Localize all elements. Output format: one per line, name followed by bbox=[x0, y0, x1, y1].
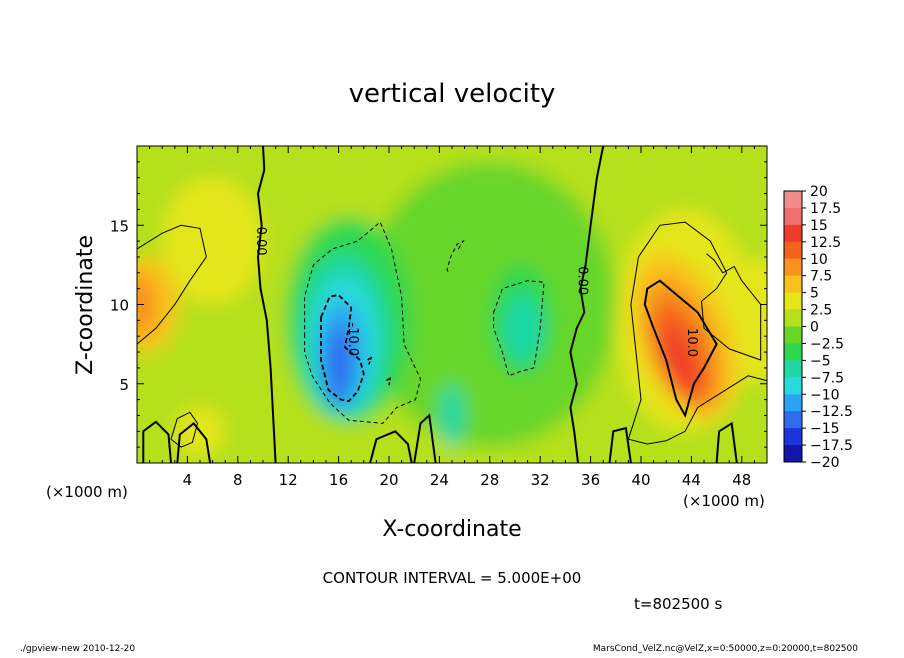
x-tick-label: 32 bbox=[531, 471, 550, 489]
colorbar-label: −20 bbox=[810, 455, 840, 471]
colorbar-segment bbox=[784, 377, 802, 395]
colorbar-label: 2.5 bbox=[810, 303, 832, 319]
contour-minus5-small bbox=[446, 239, 465, 275]
colorbar-segment bbox=[784, 224, 802, 243]
colorbar-segment bbox=[784, 275, 802, 294]
field-downdraft-core bbox=[326, 326, 352, 403]
colorbar-segment bbox=[784, 292, 802, 311]
contour-plus5-bottom bbox=[170, 411, 199, 448]
field-downdraft3 bbox=[439, 383, 465, 448]
contour-zero-bottom-4 bbox=[413, 413, 437, 463]
colorbar-segment bbox=[784, 445, 802, 463]
colorbar-segment bbox=[784, 360, 802, 378]
x-tick-label: 48 bbox=[732, 471, 751, 489]
field-updraft-left-core bbox=[137, 272, 156, 337]
contour-plus10 bbox=[643, 279, 718, 419]
contour-label-1: 0.00 bbox=[253, 227, 268, 256]
colorbar-label: −12.5 bbox=[810, 404, 853, 420]
x-tick-label: 16 bbox=[329, 471, 348, 489]
colorbar-label: −5 bbox=[810, 353, 831, 369]
contour-minus5-second bbox=[493, 280, 545, 377]
x-tick-label: 8 bbox=[233, 471, 243, 489]
contour-label-3: 0.00 bbox=[574, 266, 589, 295]
colorbar-label: 0 bbox=[810, 320, 819, 336]
colorbar-segment bbox=[784, 343, 802, 361]
contour-zero-bottom-2 bbox=[176, 421, 212, 463]
y-tick-label: 10 bbox=[110, 297, 129, 315]
colorbar-label: 20 bbox=[810, 184, 828, 200]
colorbar-segment bbox=[784, 411, 802, 429]
colorbar-segment bbox=[784, 241, 802, 260]
colorbar-segment bbox=[784, 394, 802, 412]
y-axis-label: Z-coordinate bbox=[73, 235, 98, 375]
colorbar-label: 12.5 bbox=[810, 235, 841, 251]
y-tick-label: 15 bbox=[110, 217, 129, 235]
colorbar-label: 10 bbox=[810, 252, 828, 268]
contour-zero-bottom-1 bbox=[142, 420, 172, 463]
x-unit-right: (×1000 m) bbox=[683, 492, 765, 510]
contour-label-2: -10.0 bbox=[345, 323, 360, 357]
contour-minus10-fragment-2 bbox=[385, 375, 392, 386]
x-tick-label: 36 bbox=[581, 471, 600, 489]
field-downdraft2-inner bbox=[502, 293, 543, 364]
field-neutral-zone bbox=[363, 161, 616, 448]
contour-zero-bottom-5 bbox=[608, 426, 632, 463]
contour-lines bbox=[137, 146, 767, 463]
contour-interval-text: CONTOUR INTERVAL = 5.000E+00 bbox=[323, 569, 582, 587]
chart-title: vertical velocity bbox=[349, 79, 556, 109]
x-tick-label: 4 bbox=[183, 471, 193, 489]
colorbar-segment bbox=[784, 207, 802, 226]
contour-zero-bottom-3 bbox=[369, 430, 413, 463]
contour-minus10 bbox=[320, 294, 365, 403]
contour-label-4: 10.0 bbox=[684, 328, 699, 357]
contour-plus5-left bbox=[137, 224, 207, 345]
x-tick-label: 40 bbox=[631, 471, 650, 489]
colorbar-segment bbox=[784, 428, 802, 446]
field-updraft-left-upper bbox=[162, 177, 263, 305]
colorbar-label: 17.5 bbox=[810, 201, 841, 217]
colorbar: 2017.51512.5107.552.50−2.5−5−7.5−10−12.5… bbox=[783, 184, 853, 471]
contour-zero-left bbox=[256, 146, 277, 463]
colorbar-label: 7.5 bbox=[810, 269, 832, 285]
colorbar-segment bbox=[784, 258, 802, 277]
x-tick-label: 28 bbox=[480, 471, 499, 489]
colorbar-segment bbox=[784, 191, 802, 209]
colorbar-segment bbox=[784, 326, 802, 344]
x-tick-label: 12 bbox=[279, 471, 298, 489]
colorbar-label: −2.5 bbox=[810, 336, 844, 352]
contour-minus10-fragment-1 bbox=[367, 354, 374, 365]
colorbar-label: −7.5 bbox=[810, 370, 844, 386]
colorbar-label: 15 bbox=[810, 218, 828, 234]
y-tick-label: 5 bbox=[119, 376, 129, 394]
contour-labels: 0.00 -10.0 0.00 10.0 bbox=[253, 227, 699, 357]
contour-zero-bottom-6 bbox=[715, 421, 738, 463]
x-unit-left: (×1000 m) bbox=[46, 483, 128, 501]
colorbar-label: 5 bbox=[810, 286, 819, 302]
footer-right: MarsCond_VelZ.nc@VelZ,x=0:50000,z=0:2000… bbox=[593, 644, 858, 654]
contour-minus5-main bbox=[304, 221, 422, 424]
footer-left: ./gpview-new 2010-12-20 bbox=[20, 644, 135, 654]
contour-zero-right bbox=[569, 146, 605, 463]
colorbar-label: −15 bbox=[810, 421, 840, 437]
x-axis-label: X-coordinate bbox=[382, 517, 521, 542]
time-text: t=802500 s bbox=[634, 595, 722, 613]
contour-plus5-right-base bbox=[628, 375, 767, 445]
colorbar-label: −17.5 bbox=[810, 438, 853, 454]
colorbar-segment bbox=[784, 309, 802, 327]
colorbar-label: −10 bbox=[810, 387, 840, 403]
x-tick-label: 20 bbox=[379, 471, 398, 489]
x-tick-label: 24 bbox=[430, 471, 449, 489]
x-tick-label: 44 bbox=[682, 471, 701, 489]
field-updraft-core bbox=[661, 326, 696, 394]
contour-plus5-right bbox=[627, 221, 762, 440]
